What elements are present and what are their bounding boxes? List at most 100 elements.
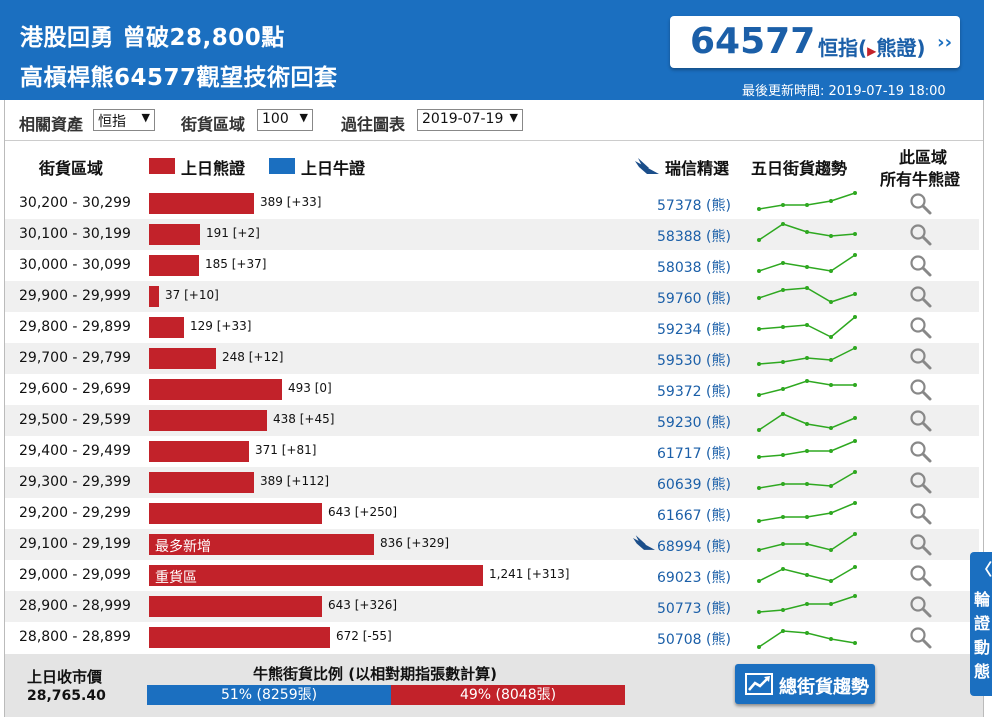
- bear-bar[interactable]: [149, 224, 200, 245]
- range-label: 29,000 - 29,099: [19, 567, 131, 583]
- warrant-code-link[interactable]: 68994 (熊): [657, 539, 731, 555]
- bear-bar[interactable]: 最多新增: [149, 534, 374, 555]
- trend-point: [829, 199, 833, 203]
- search-icon[interactable]: [909, 471, 933, 495]
- search-icon[interactable]: [909, 254, 933, 278]
- search-icon[interactable]: [909, 626, 933, 650]
- bull-legend-label: 上日牛證: [301, 159, 366, 178]
- search-icon[interactable]: [909, 285, 933, 309]
- warrant-code-link[interactable]: 60639 (熊): [657, 477, 731, 493]
- trend-point: [781, 412, 785, 416]
- warrant-code-link[interactable]: 59234 (熊): [657, 322, 731, 338]
- trend-point: [853, 501, 857, 505]
- trend-point: [853, 346, 857, 350]
- search-icon[interactable]: [909, 440, 933, 464]
- bear-bar[interactable]: [149, 627, 330, 648]
- trend-point: [829, 383, 833, 387]
- search-icon[interactable]: [909, 378, 933, 402]
- warrant-code-link[interactable]: 50708 (熊): [657, 632, 731, 648]
- range-select[interactable]: 100 ▼: [257, 109, 313, 131]
- double-chevron-right-icon[interactable]: ››: [937, 32, 952, 53]
- warrant-code-link[interactable]: 59760 (熊): [657, 291, 731, 307]
- bear-bar[interactable]: [149, 596, 322, 617]
- bar-value: 389 [+33]: [260, 195, 322, 209]
- trend-point: [829, 426, 833, 430]
- side-tab[interactable]: 〈 輪證動態: [970, 552, 992, 696]
- bear-bar[interactable]: 重貨區: [149, 565, 483, 586]
- update-time: 最後更新時間: 2019-07-19 18:00: [742, 84, 946, 99]
- bear-bar[interactable]: [149, 317, 184, 338]
- bear-bar[interactable]: [149, 472, 254, 493]
- warrant-code-link[interactable]: 59372 (熊): [657, 384, 731, 400]
- bear-bar[interactable]: [149, 503, 322, 524]
- search-icon[interactable]: [909, 533, 933, 557]
- col-all-line1: 此區域: [899, 148, 948, 167]
- trend-point: [757, 327, 761, 331]
- trend-point: [829, 484, 833, 488]
- trend-point: [781, 567, 785, 571]
- trend-point: [829, 358, 833, 362]
- trend-point: [805, 542, 809, 546]
- warrant-code-link[interactable]: 57378 (熊): [657, 198, 731, 214]
- chevron-left-icon: 〈: [976, 560, 992, 579]
- trend-point: [829, 300, 833, 304]
- warrant-code-link[interactable]: 50773 (熊): [657, 601, 731, 617]
- bear-bar[interactable]: [149, 441, 249, 462]
- history-select[interactable]: 2019-07-19 ▼: [417, 109, 523, 131]
- trend-point: [853, 641, 857, 645]
- search-icon[interactable]: [909, 502, 933, 526]
- search-icon[interactable]: [909, 595, 933, 619]
- asset-select[interactable]: 恒指 ▼: [93, 109, 155, 131]
- trend-point: [781, 387, 785, 391]
- range-label: 30,000 - 30,099: [19, 257, 131, 273]
- search-icon[interactable]: [909, 347, 933, 371]
- search-icon[interactable]: [909, 409, 933, 433]
- warrant-code-link[interactable]: 59230 (熊): [657, 415, 731, 431]
- bear-bar[interactable]: [149, 379, 282, 400]
- bar-value: 643 [+326]: [328, 598, 398, 612]
- bear-bar[interactable]: [149, 193, 254, 214]
- warrant-code-link[interactable]: 58038 (熊): [657, 260, 731, 276]
- trend-point: [853, 416, 857, 420]
- table-row: 29,200 - 29,299 643 [+250] 61667 (熊): [5, 498, 979, 529]
- search-icon[interactable]: [909, 223, 933, 247]
- warrant-code-link[interactable]: 61717 (熊): [657, 446, 731, 462]
- ubs-keys-icon: [635, 158, 659, 174]
- trend-point: [853, 383, 857, 387]
- warrant-code-link[interactable]: 61667 (熊): [657, 508, 731, 524]
- trend-sparkline: [757, 439, 857, 459]
- trend-sparkline: [757, 379, 857, 397]
- close-label: 上日收市價: [27, 668, 103, 686]
- trend-sparkline: [757, 470, 857, 490]
- bear-bar[interactable]: [149, 255, 199, 276]
- trend-sparkline: [757, 501, 857, 523]
- trend-point: [781, 288, 785, 292]
- warrant-code-link[interactable]: 59530 (熊): [657, 353, 731, 369]
- search-icon[interactable]: [909, 192, 933, 216]
- trend-point: [853, 594, 857, 598]
- trend-sparkline: [757, 565, 857, 583]
- range-label: 30,200 - 30,299: [19, 195, 131, 211]
- product-code: 64577: [690, 21, 816, 62]
- product-code-box[interactable]: 64577 恒指(▶熊證) ››: [670, 16, 960, 68]
- search-icon[interactable]: [909, 316, 933, 340]
- trend-point: [805, 379, 809, 383]
- search-icon[interactable]: [909, 564, 933, 588]
- trend-point: [805, 323, 809, 327]
- dropdown-arrow-icon: ▼: [141, 111, 150, 124]
- bar-value: 389 [+112]: [260, 474, 330, 488]
- bear-bar[interactable]: [149, 286, 159, 307]
- trend-point: [805, 265, 809, 269]
- warrant-code-link[interactable]: 69023 (熊): [657, 570, 731, 586]
- total-trend-button[interactable]: 總街貨趨勢: [735, 664, 875, 704]
- dropdown-arrow-icon: ▼: [509, 111, 518, 124]
- warrant-code-link[interactable]: 58388 (熊): [657, 229, 731, 245]
- range-label: 29,700 - 29,799: [19, 350, 131, 366]
- triangle-icon: ▶: [867, 44, 877, 58]
- trend-point: [781, 203, 785, 207]
- bear-bar[interactable]: [149, 348, 216, 369]
- range-label: 29,800 - 29,899: [19, 319, 131, 335]
- trend-point: [781, 629, 785, 633]
- trend-point: [781, 222, 785, 226]
- bear-bar[interactable]: [149, 410, 267, 431]
